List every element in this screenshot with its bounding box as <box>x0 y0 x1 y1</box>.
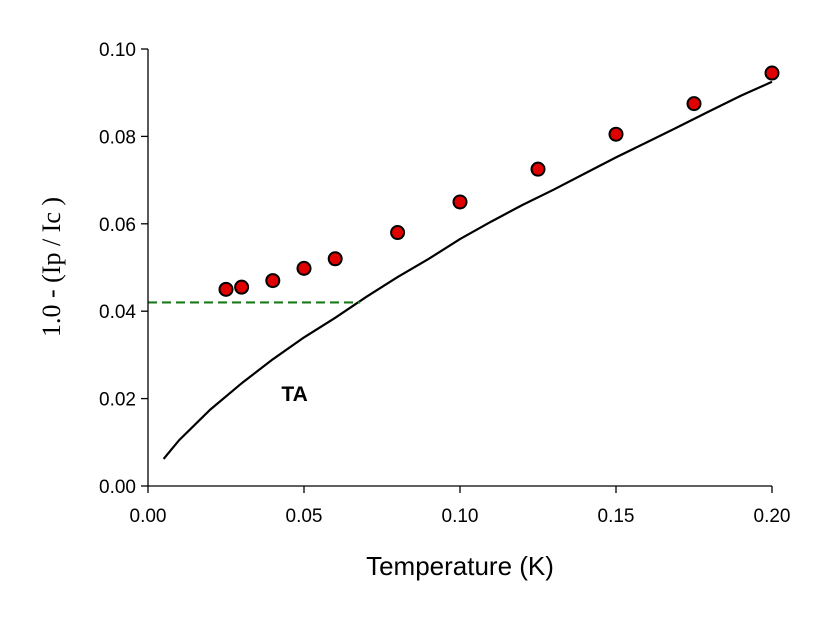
data-point <box>296 260 312 276</box>
ta-curve-line <box>162 80 773 460</box>
data-point <box>218 281 234 297</box>
y-tick-label: 0.10 <box>99 40 136 61</box>
x-tick-label: 0.15 <box>598 506 635 527</box>
data-point <box>764 65 780 81</box>
ticks-layer: 0.00 0.05 0.10 0.15 0.20 0.00 0.02 0.04 0.06 0.08… <box>99 40 790 527</box>
x-tick-label: 0.20 <box>754 506 791 527</box>
data-point <box>452 194 468 210</box>
y-tick-label: 0.04 <box>99 302 136 323</box>
x-axis-label: Temperature (K) <box>366 551 554 581</box>
data-point <box>686 96 702 112</box>
y-axis-label: 1.0 - (Ip / Ic ) <box>37 197 66 337</box>
x-tick-label: 0.05 <box>286 506 323 527</box>
data-point <box>608 126 624 142</box>
plot-area <box>148 49 772 486</box>
data-point <box>234 279 250 295</box>
y-tick-label: 0.00 <box>99 477 136 498</box>
y-tick-label: 0.08 <box>99 127 136 148</box>
annotation-ta: TA <box>281 383 307 406</box>
y-tick-label: 0.06 <box>99 215 136 236</box>
curve-layer <box>148 80 773 460</box>
data-point <box>530 161 546 177</box>
data-point <box>265 273 281 289</box>
y-tick-label: 0.02 <box>99 390 136 411</box>
x-tick-label: 0.00 <box>130 506 167 527</box>
data-point <box>327 251 343 267</box>
data-point <box>390 225 406 241</box>
points-layer <box>218 65 780 297</box>
x-tick-label: 0.10 <box>442 506 479 527</box>
